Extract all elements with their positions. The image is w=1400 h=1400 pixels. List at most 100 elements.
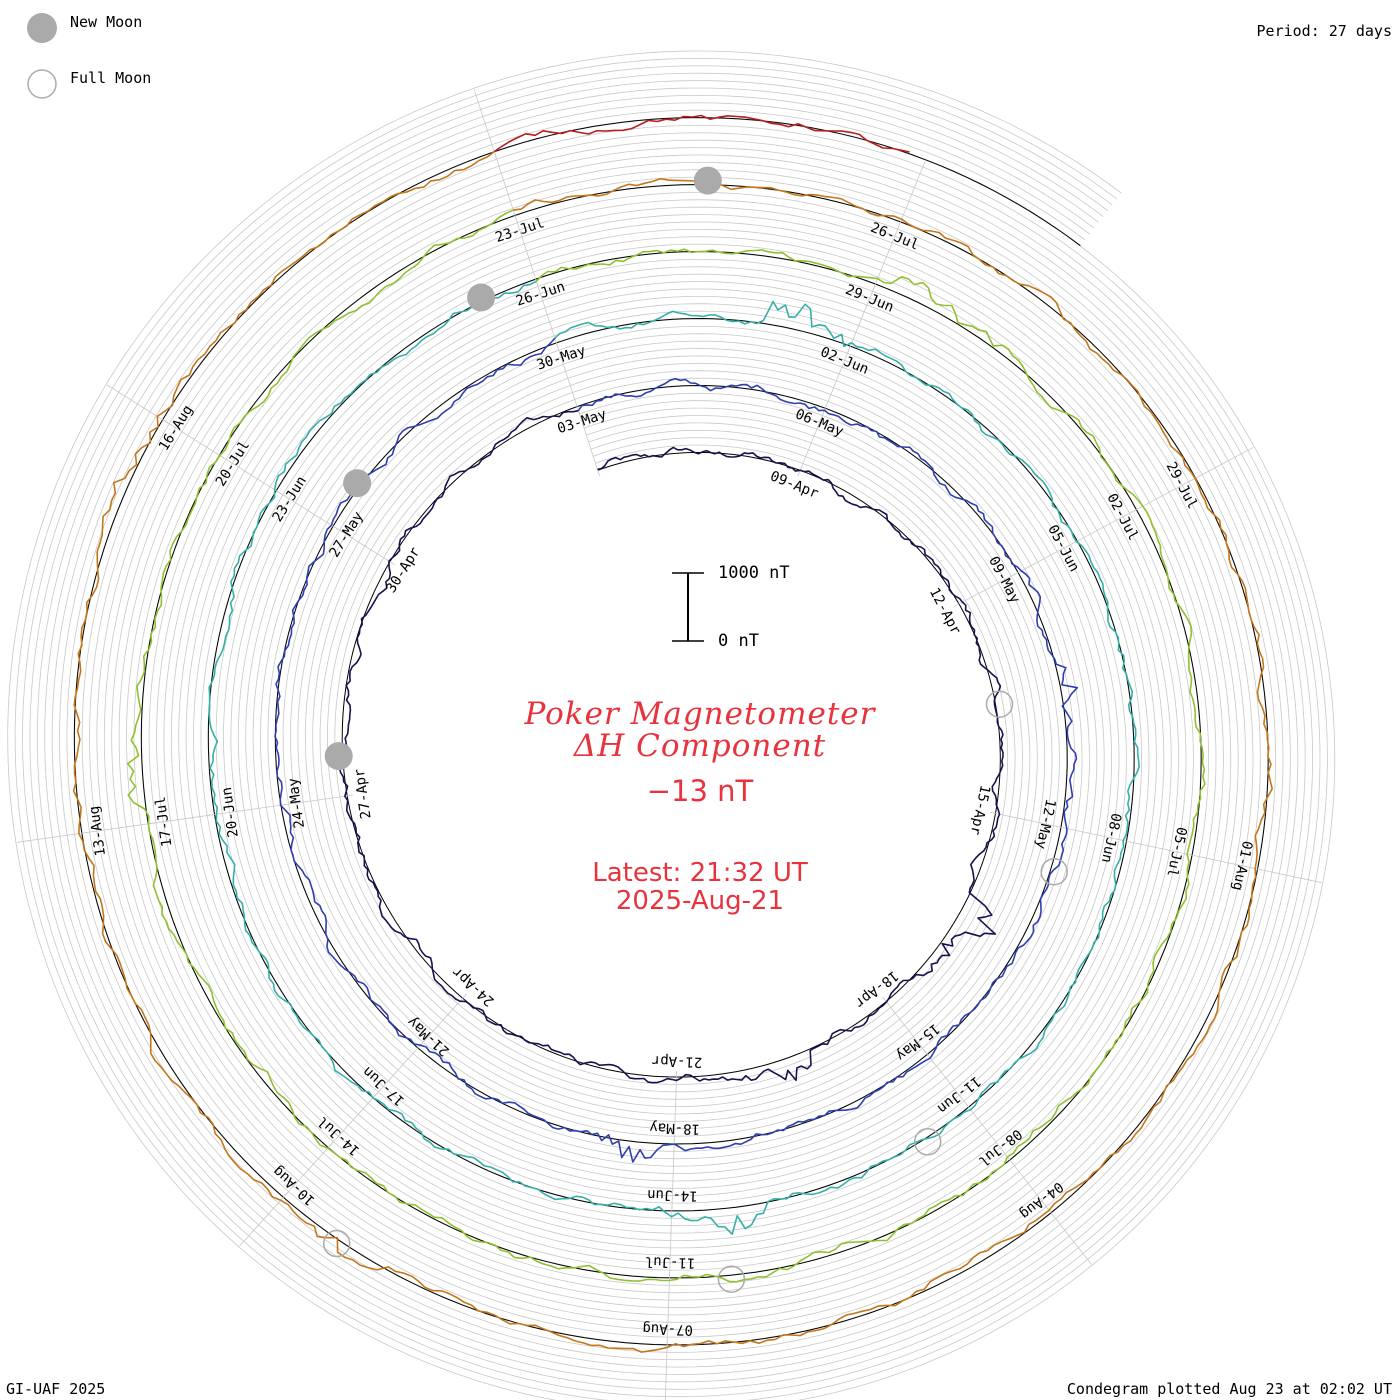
grid-radial-line [149, 813, 221, 825]
latest-time: Latest: 21:32 UT [592, 858, 808, 888]
latest-date: 2025-Aug-21 [615, 886, 785, 916]
grid-radial-line [284, 1142, 333, 1197]
date-label: 02-Jul [1103, 491, 1141, 543]
grid-spiral-line [59, 102, 1284, 1361]
grid-spiral-line [29, 72, 1314, 1390]
grid-radial-line [964, 1102, 1010, 1160]
date-label: 17-Jul [153, 795, 176, 847]
grid-radial-line [953, 572, 1018, 608]
grid-radial-line [16, 832, 88, 843]
grid-radial-line [1251, 867, 1322, 884]
date-label: 30-May [535, 343, 588, 374]
grid-radial-line [673, 1070, 678, 1143]
data-trace-segment [208, 280, 1140, 1235]
chart-title: Poker Magnetometer [524, 696, 876, 732]
date-label: 26-Jul [868, 220, 921, 254]
date-label: 11-Jun [934, 1073, 984, 1117]
data-trace-segment [72, 150, 1273, 1353]
new-moon-legend-label: New Moon [70, 13, 142, 31]
grid-radial-line [577, 407, 600, 477]
date-label: 12-Apr [926, 585, 964, 637]
grid-spiral-line [66, 109, 1277, 1353]
date-label: 14-Jun [647, 1186, 698, 1204]
grid-radial-line [1120, 839, 1191, 856]
date-label: 15-May [893, 1020, 943, 1064]
plotted-timestamp: Condegram plotted Aug 23 at 02:02 UT [1066, 1380, 1392, 1398]
current-value: −13 nT [646, 774, 754, 808]
date-label: 13-Aug [86, 805, 109, 857]
date-label: 18-May [649, 1119, 700, 1137]
scale-top-label: 1000 nT [718, 563, 790, 583]
credit-label: GI-UAF 2025 [6, 1380, 106, 1398]
grid-radial-line [1186, 853, 1257, 870]
date-label: 29-Jul [1163, 460, 1201, 512]
chart-subtitle: ΔH Component [573, 728, 827, 764]
grid-radial-line [797, 409, 826, 477]
grid-radial-line [923, 1049, 969, 1107]
grid-radial-line [1005, 1154, 1051, 1212]
grid-radial-line [515, 216, 538, 285]
date-label: 05-Jun [1044, 522, 1082, 574]
grid-radial-line [277, 491, 339, 530]
date-label: 26-Jun [514, 279, 567, 310]
data-trace-segment [127, 209, 1206, 1283]
data-trace-segment [338, 409, 1004, 1084]
grid-radial-line [418, 993, 467, 1048]
full-moon-marker [913, 1128, 942, 1156]
full-moon-legend-label: Full Moon [70, 69, 151, 87]
full-moon-legend-icon [27, 69, 57, 99]
new-moon-marker [343, 469, 372, 498]
date-label: 20-Jun [219, 786, 242, 838]
grid-radial-line [373, 1043, 423, 1098]
scale-bar [672, 572, 704, 642]
grid-radial-line [333, 526, 396, 566]
date-label: 03-May [555, 406, 608, 437]
grid-radial-line [328, 1093, 378, 1147]
date-label: 11-Jul [645, 1253, 696, 1271]
full-moon-marker [1040, 857, 1068, 886]
grid-radial-line [664, 1338, 668, 1400]
period-label: Period: 27 days [1256, 22, 1392, 40]
grid-radial-line [83, 822, 155, 834]
grid-spiral-line [36, 80, 1306, 1383]
grid-radial-line [1190, 446, 1254, 482]
full-moon-marker [985, 690, 1014, 718]
data-trace-segment [493, 114, 910, 153]
moon-markers [322, 166, 1068, 1293]
date-label: 24-May [285, 777, 308, 829]
new-moon-marker [467, 283, 496, 312]
grid-radial-line [473, 89, 497, 158]
grid-radial-line [1012, 541, 1077, 576]
grid-radial-line [1047, 1207, 1092, 1265]
date-label: 27-Apr [352, 768, 375, 820]
grid-radial-line [666, 1271, 671, 1344]
scale-bottom-label: 0 nT [718, 631, 759, 651]
grid-radial-line [1071, 509, 1136, 545]
data-trace-segment [274, 337, 1079, 1163]
data-traces [72, 114, 1273, 1353]
grid-radial-line [556, 343, 580, 413]
date-label: 07-Aug [642, 1320, 693, 1338]
grid-radial-line [535, 280, 559, 349]
grid-spiral-line [14, 57, 1328, 1400]
full-moon-marker [322, 1229, 351, 1258]
grid-radial-line [239, 1192, 288, 1247]
grid-radial-line [494, 152, 518, 222]
grid-radial-line [897, 160, 926, 228]
grid-spiral-line [51, 94, 1291, 1368]
date-label: 29-Jun [843, 282, 896, 316]
grid-radial-line [822, 347, 851, 414]
grid-radial-line [1130, 478, 1195, 513]
grid-radial-line [163, 420, 225, 459]
full-moon-marker [717, 1265, 746, 1293]
grid-radial-line [989, 811, 1060, 828]
date-label: 09-May [985, 554, 1023, 606]
grid-radial-line [847, 285, 876, 352]
grid-radial-line [282, 794, 354, 806]
grid-radial-line [220, 455, 282, 495]
grid-spiral-line [44, 87, 1299, 1375]
grid-radial-line [215, 804, 287, 815]
date-label: 02-Jun [818, 344, 871, 378]
grid-spiral-line [22, 65, 1321, 1398]
